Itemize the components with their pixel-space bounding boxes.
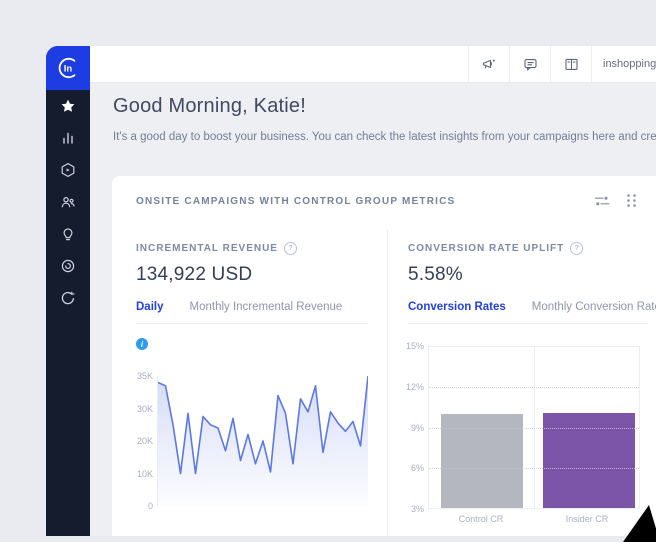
conversion-rate-chart: 15% 12% 9% 6% 3%: [405, 341, 656, 514]
conversion-rate-panel: CONVERSION RATE UPLIFT ? 5.58% Conversio…: [388, 230, 656, 536]
line-chart-y-axis: 35K 30K 20K 10K 0: [136, 371, 157, 511]
conversion-rate-uplift-value: 5.58%: [408, 264, 463, 285]
account-label: inshopping: [603, 58, 656, 70]
svg-text:In: In: [64, 64, 73, 75]
sidebar-nav: [46, 90, 90, 314]
metrics-card: ONSITE CAMPAIGNS WITH CONTROL GROUP METR…: [112, 176, 656, 536]
bar-control-cr: [441, 414, 523, 508]
lightbulb-icon: [63, 228, 73, 241]
bar-insider-cr: [543, 412, 635, 508]
y-tick: 9%: [410, 422, 424, 433]
incremental-revenue-label: INCREMENTAL REVENUE: [136, 243, 278, 254]
star-icon: [61, 99, 75, 112]
gridline: [429, 387, 639, 389]
gridline: [429, 467, 639, 469]
main-content: Good Morning, Katie! It's a good day to …: [90, 82, 656, 536]
insider-logo[interactable]: In: [46, 46, 90, 90]
x-label-control-cr: Control CR: [458, 514, 504, 524]
people-icon: [61, 196, 75, 208]
app-window: In: [46, 46, 656, 536]
refresh-icon: [61, 291, 75, 305]
mouse-cursor: [623, 505, 656, 542]
info-icon[interactable]: i: [136, 338, 148, 350]
sidebar-item-sync[interactable]: [46, 282, 90, 314]
conversion-rate-tabs: Conversion Rates Monthly Conversion Rate…: [408, 301, 656, 313]
account-menu[interactable]: inshopping: [591, 46, 656, 82]
feedback-button[interactable]: [509, 46, 550, 82]
page-title: Good Morning, Katie!: [113, 95, 306, 117]
tab-monthly-conversion-rates[interactable]: Monthly Conversion Rates: [531, 301, 656, 313]
bar-chart-y-axis: 15% 12% 9% 6% 3%: [405, 341, 428, 514]
x-label-insider-cr: Insider CR: [565, 514, 609, 524]
y-tick: 0: [147, 501, 153, 511]
tabs-divider: [408, 323, 648, 324]
target-circle-icon: [61, 259, 75, 273]
y-tick: 30K: [136, 403, 153, 414]
resources-book-icon: [564, 58, 578, 70]
incremental-revenue-chart: 35K 30K 20K 10K 0: [136, 371, 387, 511]
sidebar-item-analytics[interactable]: [46, 122, 90, 154]
filter-sliders-icon[interactable]: [594, 194, 611, 208]
y-tick: 6%: [410, 463, 424, 474]
y-tick: 3%: [410, 504, 424, 514]
tab-monthly-incremental-revenue[interactable]: Monthly Incremental Revenue: [189, 301, 343, 313]
y-tick: 10K: [136, 468, 153, 479]
card-header-actions: [594, 193, 637, 208]
drag-handle-icon[interactable]: [626, 193, 637, 208]
insider-logo-icon: In: [58, 57, 76, 79]
card-title: ONSITE CAMPAIGNS WITH CONTROL GROUP METR…: [136, 196, 456, 207]
sidebar-item-assistant[interactable]: [46, 250, 90, 282]
tabs-divider: [136, 323, 368, 324]
y-tick: 35K: [136, 371, 153, 381]
incremental-revenue-value: 134,922 USD: [136, 264, 253, 285]
announcements-button[interactable]: [468, 46, 509, 82]
y-tick: 15%: [405, 341, 424, 351]
sidebar-item-products[interactable]: [46, 154, 90, 186]
bar-chart-x-labels: Control CR Insider CR: [408, 514, 640, 524]
card-body: INCREMENTAL REVENUE ? 134,922 USD Daily …: [112, 230, 656, 536]
tab-conversion-rates[interactable]: Conversion Rates: [408, 301, 506, 313]
incremental-revenue-tabs: Daily Monthly Incremental Revenue: [136, 301, 387, 313]
incremental-revenue-panel: INCREMENTAL REVENUE ? 134,922 USD Daily …: [112, 230, 388, 536]
page-subtitle: It's a good day to boost your business. …: [113, 131, 656, 143]
bar-chart-icon: [63, 132, 73, 144]
feedback-chat-icon: [523, 58, 537, 71]
card-header: ONSITE CAMPAIGNS WITH CONTROL GROUP METR…: [112, 176, 656, 230]
help-icon[interactable]: ?: [570, 242, 584, 255]
gridline: [429, 427, 639, 429]
line-chart-plot: [157, 375, 369, 506]
sidebar-item-audience[interactable]: [46, 186, 90, 218]
megaphone-icon: [482, 59, 495, 69]
conversion-rate-uplift-label: CONVERSION RATE UPLIFT: [408, 243, 565, 254]
sidebar-item-opportunities[interactable]: [46, 218, 90, 250]
hexagon-box-icon: [61, 163, 75, 177]
bar-chart-plot: [428, 346, 640, 509]
y-tick: 12%: [405, 381, 424, 392]
y-tick: 20K: [136, 436, 153, 446]
resources-button[interactable]: [550, 46, 591, 82]
sidebar-item-favorites[interactable]: [46, 90, 90, 122]
topbar: inshopping: [90, 46, 656, 83]
sidebar: In: [46, 46, 90, 536]
tab-daily[interactable]: Daily: [136, 301, 164, 313]
help-icon[interactable]: ?: [283, 242, 297, 255]
